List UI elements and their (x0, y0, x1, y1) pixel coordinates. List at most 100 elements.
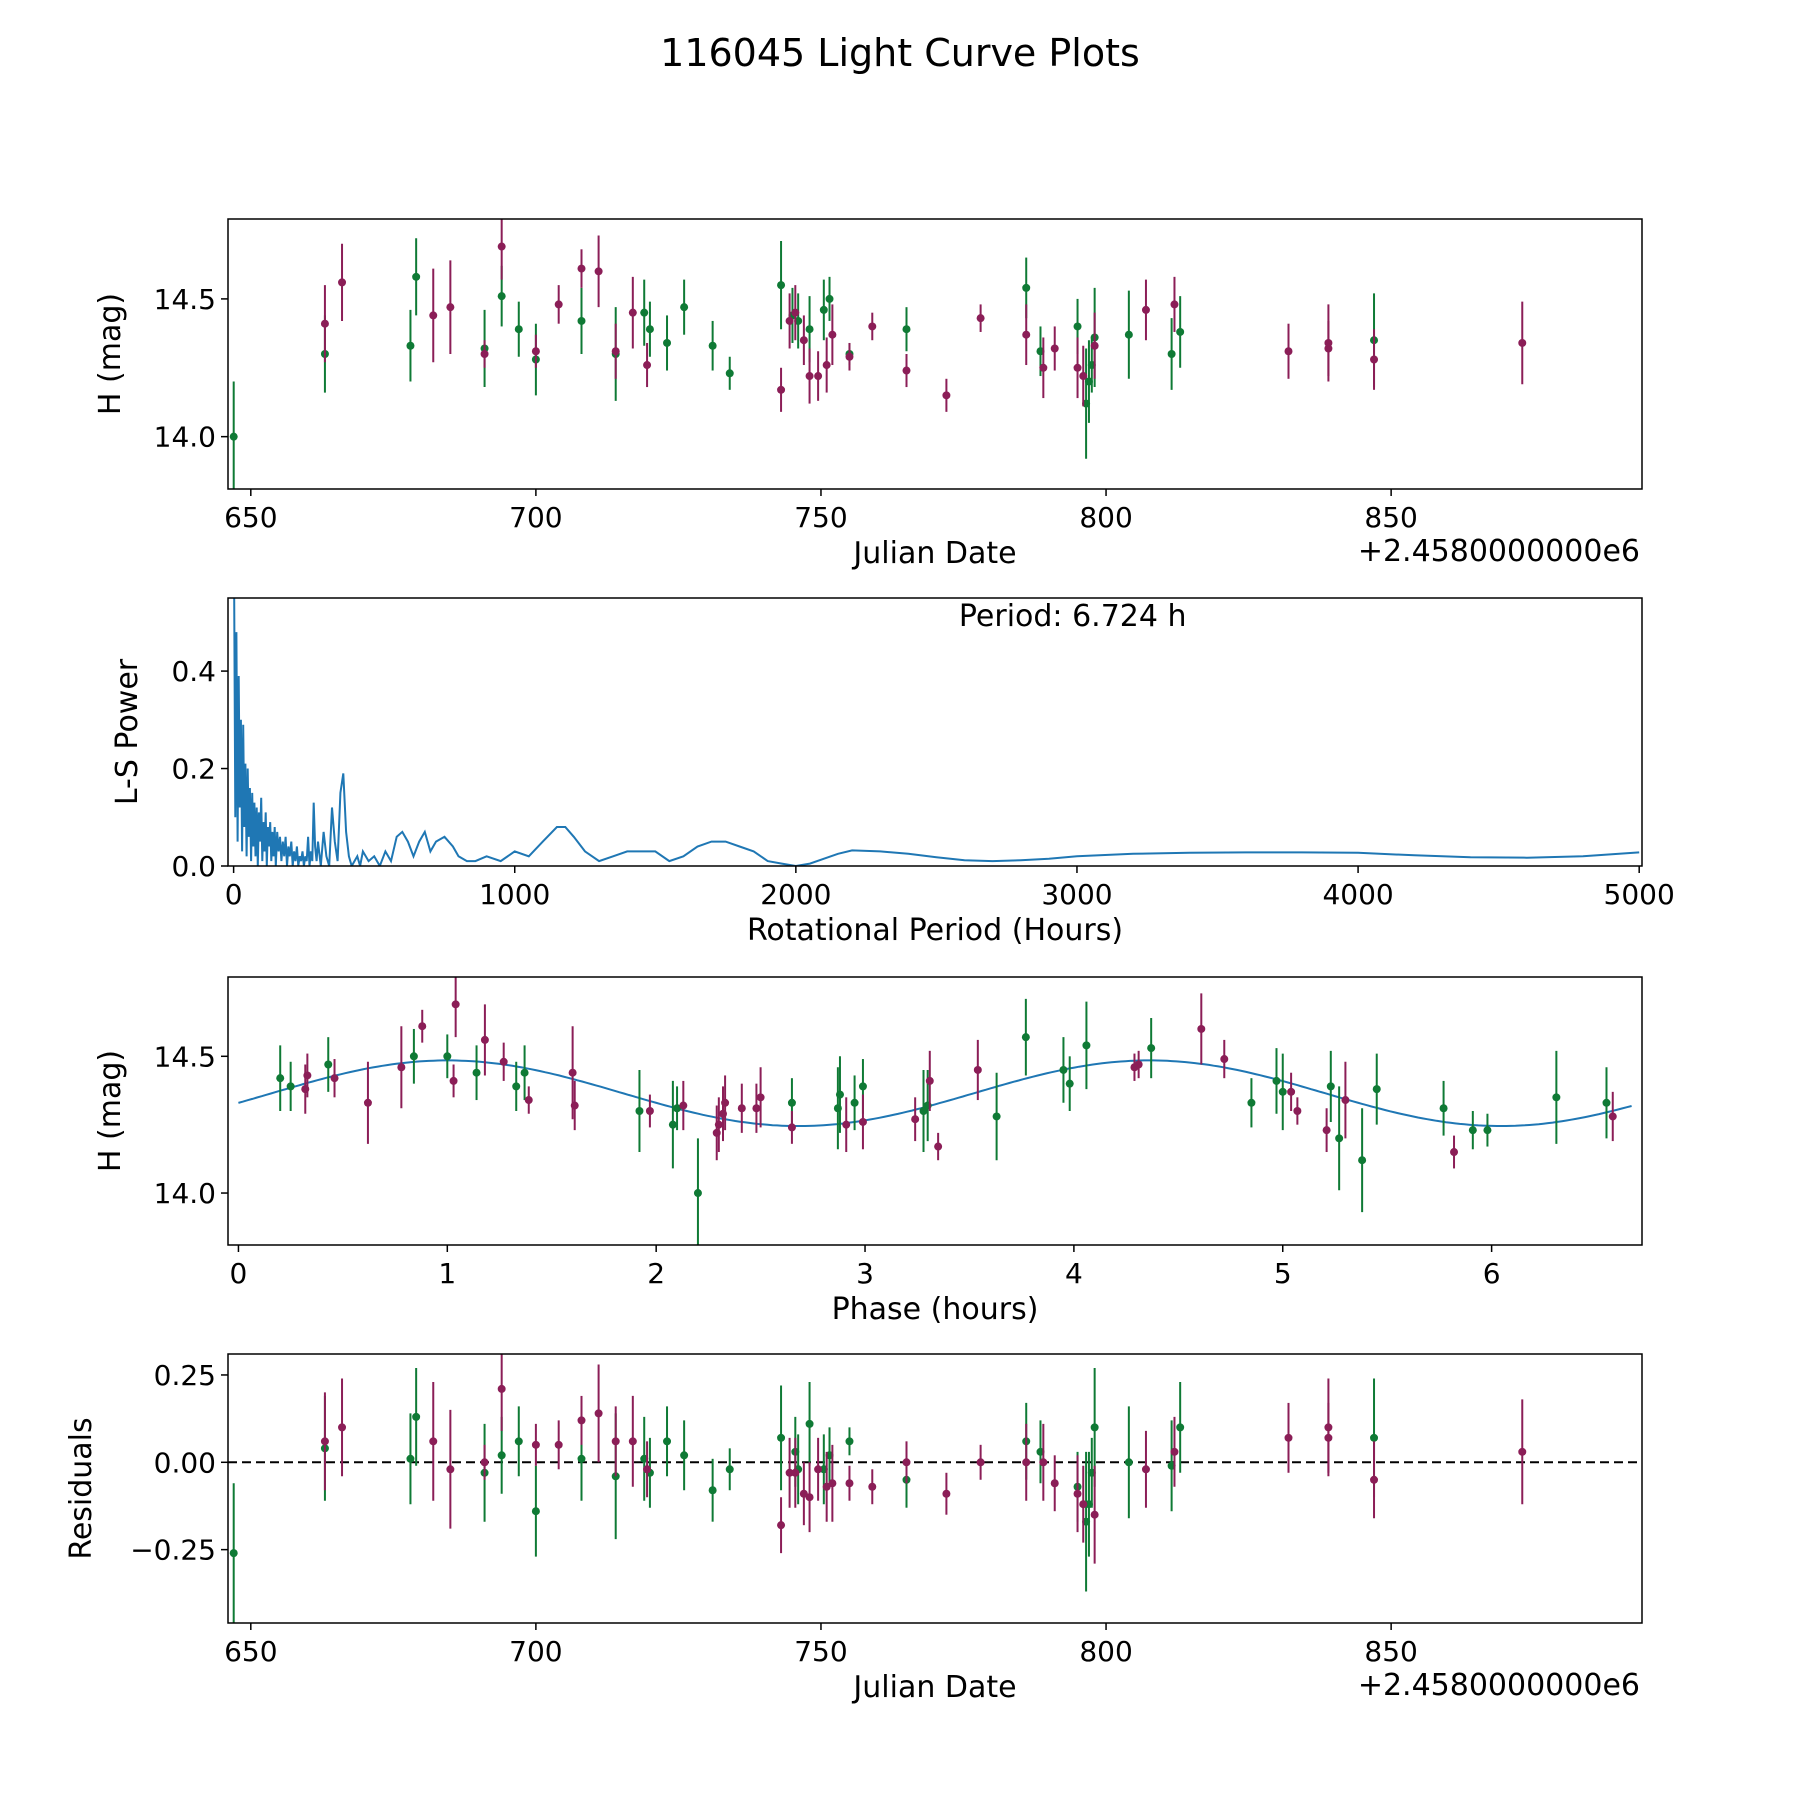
residuals-green-point-33 (1176, 1423, 1185, 1432)
lightcurve-ylabel: H (mag) (93, 293, 128, 415)
residuals-magenta-point-15 (791, 1468, 800, 1477)
residuals-green-point-13 (680, 1451, 689, 1460)
phased-green-point-36 (1602, 1098, 1611, 1107)
residuals-magenta-point-12 (643, 1465, 652, 1474)
phased-green-point-32 (1439, 1104, 1448, 1113)
lightcurve-magenta-point-6 (531, 347, 540, 356)
lightcurve-green-point-19 (805, 325, 814, 334)
lightcurve-xtick-label-4: 850 (1364, 501, 1417, 534)
phased-xtick-label-1: 1 (438, 1257, 456, 1290)
lightcurve-green-point-2 (406, 341, 415, 350)
residuals-magenta-point-24 (942, 1489, 951, 1498)
residuals-magenta-point-33 (1170, 1447, 1179, 1456)
residuals-magenta-point-37 (1370, 1475, 1379, 1484)
residuals-magenta-point-38 (1518, 1447, 1527, 1456)
lightcurve-magenta-point-11 (628, 308, 637, 317)
phased-magenta-point-11 (568, 1068, 577, 1077)
lightcurve-xtick-label-3: 800 (1079, 501, 1132, 534)
residuals-magenta-point-13 (777, 1521, 786, 1530)
phased-ytick-label-0: 14.0 (154, 1177, 216, 1210)
residuals-axes-frame (227, 1353, 1643, 1624)
phased-magenta-point-36 (1341, 1096, 1350, 1105)
residuals-offset-label: +2.4580000000e6 (1358, 1668, 1640, 1703)
phased-magenta-point-5 (418, 1022, 427, 1031)
residuals-magenta-point-30 (1079, 1500, 1088, 1509)
residuals-magenta-point-18 (814, 1465, 823, 1474)
phased-magenta-point-1 (303, 1071, 312, 1080)
periodogram-period-annotation: Period: 6.724 h (959, 599, 1187, 634)
lightcurve-magenta-point-27 (1039, 363, 1048, 372)
lightcurve-magenta-point-23 (902, 366, 911, 375)
lightcurve-green-point-0 (229, 432, 238, 441)
lightcurve-magenta-point-14 (785, 316, 794, 325)
lightcurve-green-point-11 (645, 325, 654, 334)
residuals-magenta-point-32 (1141, 1465, 1150, 1474)
phased-magenta-point-27 (934, 1142, 943, 1151)
lightcurve-green-point-3 (412, 272, 421, 281)
lightcurve-magenta-point-31 (1090, 341, 1099, 350)
phased-green-point-33 (1468, 1126, 1477, 1135)
periodogram-xlabel: Rotational Period (Hours) (747, 913, 1123, 948)
periodogram-ytick-label-2: 0.4 (171, 655, 216, 688)
phased-magenta-point-38 (1608, 1112, 1617, 1121)
residuals-magenta-point-8 (577, 1416, 586, 1425)
phased-green-point-12 (787, 1098, 796, 1107)
residuals-magenta-point-20 (828, 1479, 837, 1488)
lightcurve-magenta-point-18 (814, 372, 823, 381)
phased-green-point-20 (1021, 1033, 1030, 1042)
phased-green-point-31 (1372, 1085, 1381, 1094)
lightcurve-magenta-point-9 (594, 267, 603, 276)
phased-magenta-point-10 (524, 1096, 533, 1105)
lightcurve-green-point-32 (1167, 350, 1176, 358)
residuals-green-point-7 (531, 1507, 540, 1516)
lightcurve-xlabel: Julian Date (851, 536, 1016, 571)
phased-green-point-25 (1247, 1098, 1256, 1107)
periodogram-power-line (233, 598, 1640, 866)
phased-green-point-7 (520, 1068, 529, 1077)
residuals-magenta-point-1 (338, 1423, 347, 1432)
lightcurve-magenta-point-22 (868, 322, 877, 331)
lightcurve-green-point-15 (725, 369, 734, 378)
residuals-magenta-point-5 (497, 1384, 506, 1393)
lightcurve-green-point-23 (902, 325, 911, 334)
phased-green-point-35 (1552, 1093, 1561, 1102)
residuals-magenta-point-9 (594, 1409, 603, 1418)
lightcurve-green-point-8 (577, 316, 586, 325)
lightcurve-magenta-point-20 (828, 330, 837, 339)
residuals-green-point-8 (577, 1454, 586, 1463)
lightcurve-green-point-12 (663, 338, 672, 347)
residuals-data-area (228, 1354, 1642, 1623)
residuals-magenta-point-36 (1324, 1433, 1333, 1442)
lightcurve-green-point-21 (825, 294, 834, 303)
figure-title: 116045 Light Curve Plots (660, 31, 1140, 75)
lightcurve-magenta-point-29 (1073, 363, 1082, 372)
residuals-xlabel: Julian Date (851, 1670, 1016, 1705)
residuals-magenta-point-2 (429, 1437, 438, 1446)
residuals-magenta-point-23 (902, 1458, 911, 1467)
phased-xtick-label-5: 5 (1274, 1257, 1292, 1290)
residuals-green-point-3 (412, 1412, 421, 1421)
phased-magenta-point-19 (737, 1104, 746, 1113)
lightcurve-magenta-point-21 (845, 352, 854, 361)
lightcurve-magenta-point-19 (822, 361, 831, 370)
phased-green-point-5 (472, 1068, 481, 1077)
residuals-xtick-label-3: 800 (1079, 1635, 1132, 1668)
lightcurve-magenta-point-8 (577, 264, 586, 273)
lightcurve-magenta-point-25 (976, 314, 985, 323)
phased-magenta-point-30 (1134, 1060, 1143, 1069)
phased-xtick-label-3: 3 (856, 1257, 874, 1290)
lightcurve-magenta-point-39 (1644, 364, 1652, 372)
lightcurve-magenta-point-28 (1050, 344, 1059, 353)
phased-green-point-14 (835, 1090, 844, 1099)
lightcurve-magenta-point-26 (1022, 330, 1031, 339)
periodogram-xtick-label-3: 3000 (1041, 878, 1112, 911)
lightcurve-magenta-point-12 (643, 361, 652, 370)
phased-green-point-0 (276, 1074, 285, 1083)
phased-green-point-27 (1278, 1087, 1287, 1096)
phased-green-point-8 (635, 1107, 644, 1115)
periodogram-axes-frame (227, 597, 1643, 867)
residuals-xtick-label-2: 750 (794, 1635, 847, 1668)
lightcurve-ytick-label-0: 14.0 (154, 421, 216, 454)
residuals-green-point-2 (406, 1454, 415, 1463)
